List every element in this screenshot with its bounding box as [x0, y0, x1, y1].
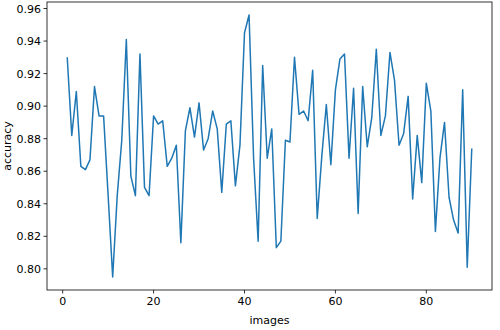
x-tick: [62, 290, 63, 294]
y-tick: [44, 8, 48, 9]
frame: [47, 2, 492, 290]
y-tick: [44, 268, 48, 269]
y-tick: [44, 41, 48, 42]
x-tick: [244, 290, 245, 294]
chart: 0 20 40 60 80 0.80 0.82 0.84 0.86 0.88 0.90 0.92 0.9…: [0, 0, 500, 330]
y-tick-label: 0.96: [17, 3, 42, 16]
y-tick-label: 0.88: [17, 133, 42, 146]
y-tick: [44, 203, 48, 204]
x-tick: [335, 290, 336, 294]
y-tick-label: 0.82: [17, 230, 42, 243]
x-tick-label: 0: [59, 295, 66, 308]
y-tick: [44, 138, 48, 139]
x-tick-label: 80: [419, 295, 433, 308]
y-tick-label: 0.80: [17, 263, 42, 276]
y-axis-label: accuracy: [1, 121, 14, 171]
x-tick-label: 60: [328, 295, 342, 308]
x-tick: [153, 290, 154, 294]
y-tick-label: 0.90: [17, 100, 42, 113]
y-tick: [44, 106, 48, 107]
x-tick: [426, 290, 427, 294]
x-tick-label: 40: [238, 295, 252, 308]
y-tick: [44, 236, 48, 237]
y-tick: [44, 171, 48, 172]
y-tick: [44, 73, 48, 74]
x-tick-label: 20: [147, 295, 161, 308]
plot-area: [67, 15, 472, 277]
y-tick-label: 0.84: [17, 198, 42, 211]
y-tick-label: 0.86: [17, 165, 42, 178]
y-tick-label: 0.94: [17, 35, 42, 48]
data-line: [67, 15, 472, 277]
x-axis-label: images: [250, 314, 290, 327]
y-tick-label: 0.92: [17, 68, 42, 81]
